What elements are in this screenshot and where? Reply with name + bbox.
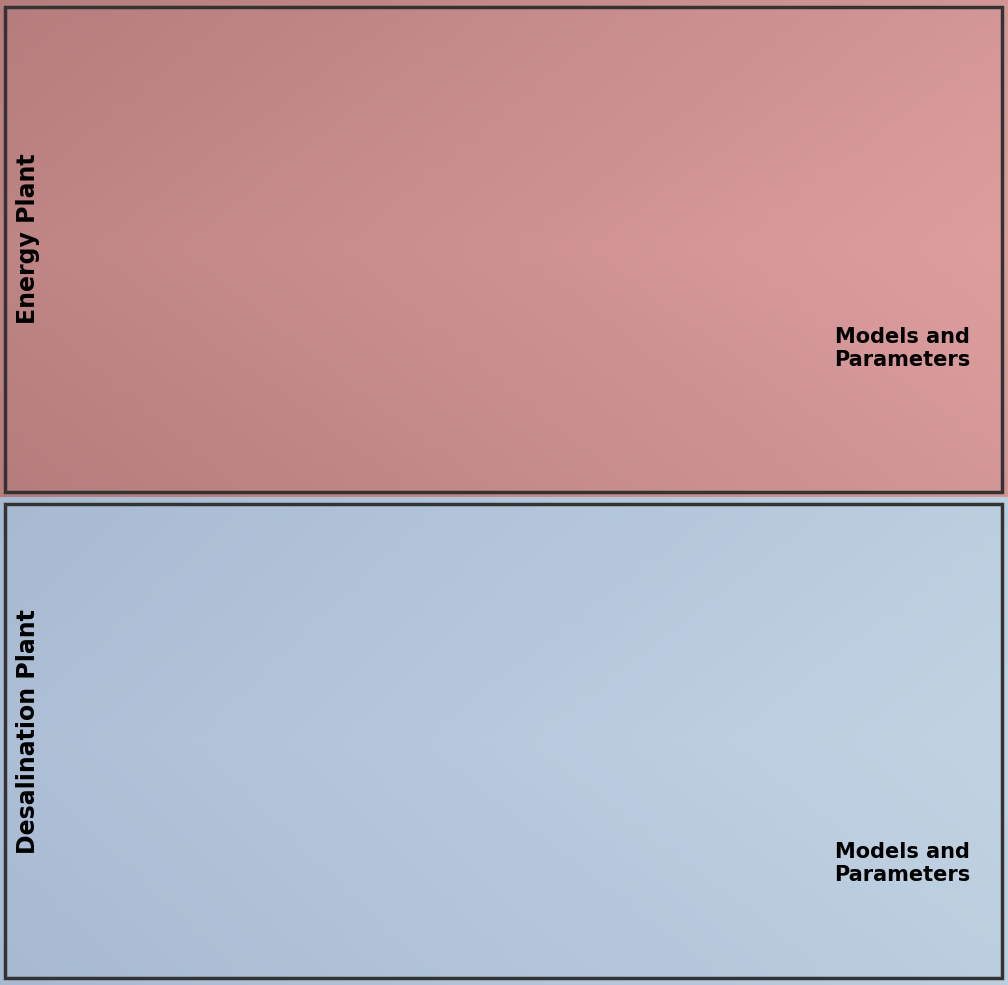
FancyBboxPatch shape [497,661,697,701]
Text: etc.: etc. [318,672,352,690]
FancyBboxPatch shape [235,546,435,586]
Text: Models and
Parameters: Models and Parameters [834,841,971,885]
FancyBboxPatch shape [477,514,717,758]
Text: Electricity Cost: Electricity Cost [746,586,870,604]
FancyBboxPatch shape [497,603,697,642]
Text: Water Cost: Water Cost [316,819,427,836]
Text: etc.: etc. [580,672,614,690]
FancyBboxPatch shape [215,409,454,447]
Text: Fuel Cost: Fuel Cost [555,185,638,204]
Text: Operating Costs: Operating Costs [524,522,669,540]
Text: O&M Cost: O&M Cost [552,241,641,259]
FancyBboxPatch shape [278,421,464,492]
Text: etc.: etc. [318,296,352,314]
FancyBboxPatch shape [278,794,464,861]
FancyBboxPatch shape [477,143,717,401]
Text: LWC [$/m³]: LWC [$/m³] [316,830,426,849]
Text: Levelized: Levelized [324,806,418,824]
Text: etc.: etc. [580,296,614,314]
Text: Operating Costs: Operating Costs [524,151,669,168]
Text: Energy Cost: Energy Cost [542,557,651,574]
Text: O&M Cost: O&M Cost [552,614,641,631]
Text: Capital Costs: Capital Costs [275,151,394,168]
Text: Annualized Capital Cost: Annualized Capital Cost [227,763,442,782]
FancyBboxPatch shape [497,286,697,325]
FancyBboxPatch shape [497,230,697,270]
Text: Construction: Construction [277,185,392,204]
Text: Energy Cost: Energy Cost [310,447,431,465]
Text: Capital Costs: Capital Costs [275,522,394,540]
Text: Levelized: Levelized [324,436,418,454]
Text: Energy Plant: Energy Plant [16,154,40,324]
FancyBboxPatch shape [215,143,455,401]
FancyBboxPatch shape [497,174,697,215]
Text: Purchased: Purchased [765,572,851,590]
Text: Annualized Capital Cost: Annualized Capital Cost [227,419,442,436]
Text: LEC [$/kWh]: LEC [$/kWh] [309,460,432,478]
Text: Interest: Interest [300,241,370,259]
FancyBboxPatch shape [737,562,879,615]
Text: Interest: Interest [300,614,370,631]
FancyBboxPatch shape [235,230,435,270]
FancyBboxPatch shape [235,286,435,325]
FancyBboxPatch shape [235,174,435,215]
FancyBboxPatch shape [215,514,455,758]
FancyBboxPatch shape [235,603,435,642]
FancyBboxPatch shape [215,754,454,792]
FancyBboxPatch shape [497,546,697,586]
Text: Construction: Construction [277,557,392,574]
FancyBboxPatch shape [235,661,435,701]
Text: Desalination Plant: Desalination Plant [16,609,40,854]
Text: Models and
Parameters: Models and Parameters [834,327,971,369]
